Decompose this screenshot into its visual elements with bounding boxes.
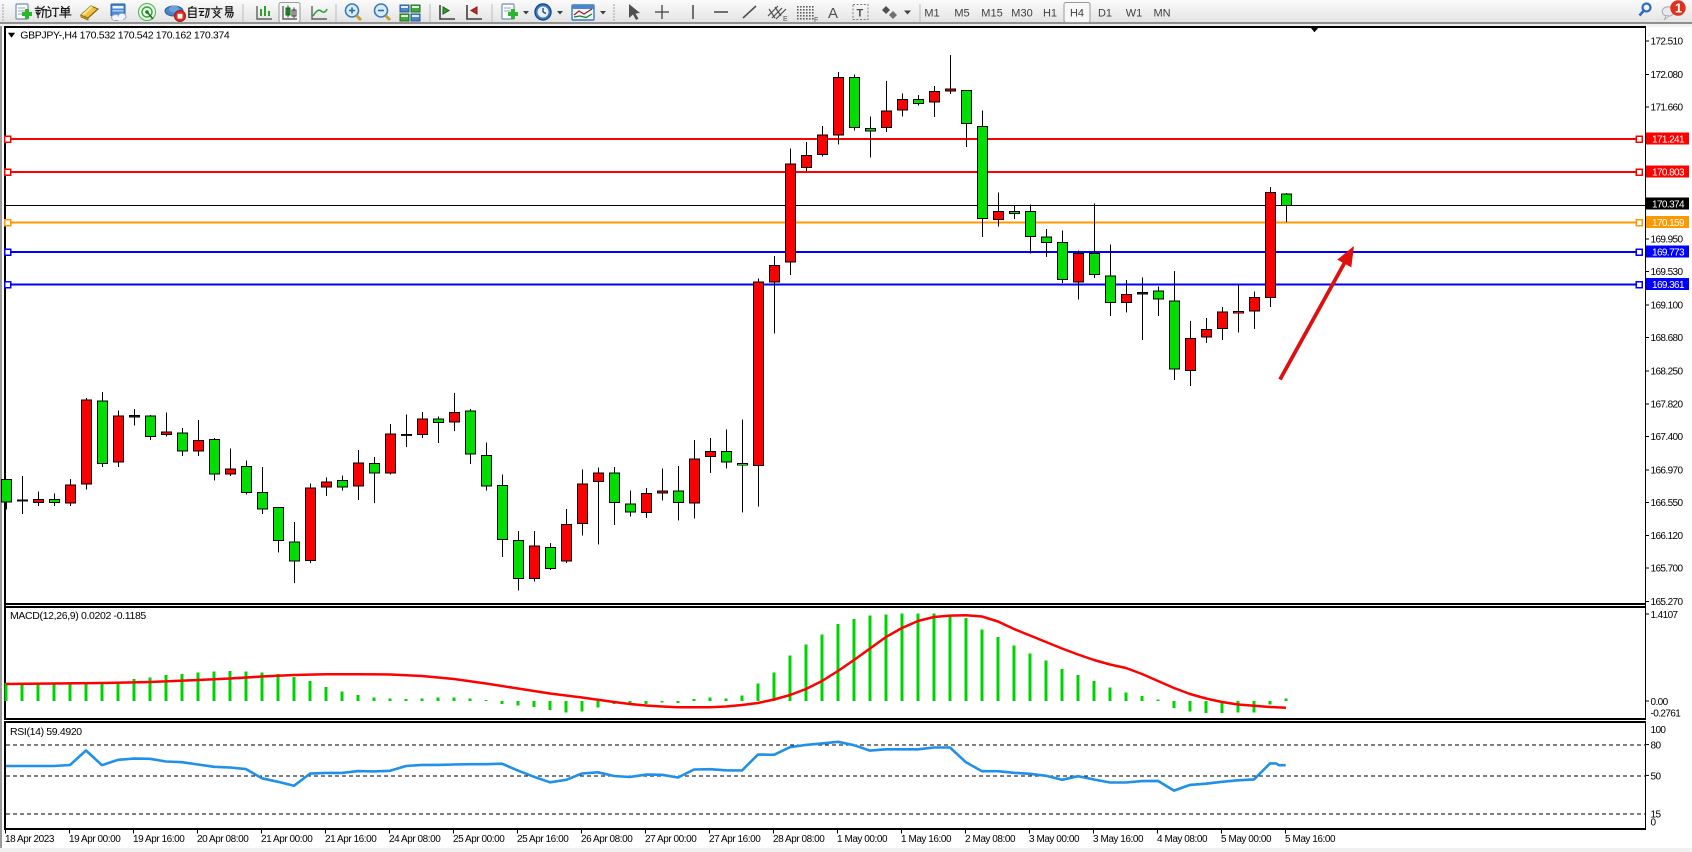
- svg-text:50: 50: [1651, 771, 1662, 782]
- svg-text:M5: M5: [954, 8, 969, 20]
- svg-text:27 Apr 00:00: 27 Apr 00:00: [645, 834, 697, 845]
- svg-text:5 May 00:00: 5 May 00:00: [1221, 834, 1272, 845]
- svg-text:172.080: 172.080: [1651, 70, 1684, 81]
- svg-text:26 Apr 08:00: 26 Apr 08:00: [581, 834, 633, 845]
- svg-text:15: 15: [1651, 809, 1662, 820]
- svg-text:168.250: 168.250: [1651, 366, 1684, 377]
- svg-text:W1: W1: [1126, 8, 1143, 20]
- svg-text:H1: H1: [1043, 8, 1057, 20]
- svg-text:168.680: 168.680: [1651, 333, 1684, 344]
- svg-text:169.361: 169.361: [1652, 280, 1685, 291]
- svg-text:169.530: 169.530: [1651, 267, 1684, 278]
- svg-text:21 Apr 00:00: 21 Apr 00:00: [261, 834, 313, 845]
- svg-text:T: T: [857, 8, 864, 20]
- svg-text:100: 100: [1651, 725, 1667, 736]
- svg-text:-0.2761: -0.2761: [1651, 709, 1682, 720]
- svg-text:18 Apr 2023: 18 Apr 2023: [5, 834, 55, 845]
- svg-text:166.970: 166.970: [1651, 465, 1684, 476]
- svg-text:80: 80: [1651, 741, 1662, 752]
- svg-text:M15: M15: [981, 8, 1002, 20]
- svg-text:171.241: 171.241: [1652, 135, 1685, 146]
- svg-text:0: 0: [1651, 818, 1657, 829]
- svg-text:27 Apr 16:00: 27 Apr 16:00: [709, 834, 761, 845]
- svg-text:166.550: 166.550: [1651, 498, 1684, 509]
- svg-text:4 May 08:00: 4 May 08:00: [1157, 834, 1208, 845]
- svg-text:170.803: 170.803: [1652, 168, 1685, 179]
- svg-text:1.4107: 1.4107: [1651, 610, 1679, 621]
- svg-text:MN: MN: [1153, 8, 1170, 20]
- svg-text:172.510: 172.510: [1651, 37, 1684, 48]
- svg-text:171.660: 171.660: [1651, 102, 1684, 113]
- svg-text:M1: M1: [924, 8, 939, 20]
- svg-text:1: 1: [1675, 1, 1682, 16]
- svg-text:H4: H4: [1070, 8, 1084, 20]
- svg-text:167.820: 167.820: [1651, 400, 1684, 411]
- svg-text:165.700: 165.700: [1651, 564, 1684, 575]
- svg-text:169.950: 169.950: [1651, 235, 1684, 246]
- svg-text:25 Apr 00:00: 25 Apr 00:00: [453, 834, 505, 845]
- svg-text:21 Apr 16:00: 21 Apr 16:00: [325, 834, 377, 845]
- svg-text:3 May 00:00: 3 May 00:00: [1029, 834, 1080, 845]
- svg-text:169.100: 169.100: [1651, 301, 1684, 312]
- svg-text:3 May 16:00: 3 May 16:00: [1093, 834, 1144, 845]
- svg-text:1 May 00:00: 1 May 00:00: [837, 834, 888, 845]
- svg-text:2 May 08:00: 2 May 08:00: [965, 834, 1016, 845]
- svg-text:1 May 16:00: 1 May 16:00: [901, 834, 952, 845]
- svg-text:170.374: 170.374: [1652, 200, 1685, 211]
- svg-text:24 Apr 08:00: 24 Apr 08:00: [389, 834, 441, 845]
- svg-text:19 Apr 16:00: 19 Apr 16:00: [133, 834, 185, 845]
- svg-text:169.773: 169.773: [1652, 248, 1685, 259]
- svg-text:19 Apr 00:00: 19 Apr 00:00: [69, 834, 121, 845]
- svg-text:M30: M30: [1011, 8, 1032, 20]
- svg-text:0.00: 0.00: [1651, 697, 1669, 708]
- svg-text:F: F: [814, 17, 818, 24]
- svg-text:A: A: [828, 5, 838, 22]
- svg-text:D1: D1: [1098, 8, 1112, 20]
- svg-text:MACD(12,26,9) 0.0202 -0.1185: MACD(12,26,9) 0.0202 -0.1185: [10, 610, 146, 622]
- svg-text:GBPJPY-,H4 170.532 170.542 17: GBPJPY-,H4 170.532 170.542 170.162 170.3…: [20, 30, 230, 42]
- svg-text:28 Apr 08:00: 28 Apr 08:00: [773, 834, 825, 845]
- svg-text:RSI(14) 59.4920: RSI(14) 59.4920: [10, 726, 82, 738]
- svg-text:166.120: 166.120: [1651, 531, 1684, 542]
- svg-text:167.400: 167.400: [1651, 432, 1684, 443]
- svg-text:E: E: [783, 16, 788, 23]
- svg-text:20 Apr 08:00: 20 Apr 08:00: [197, 834, 249, 845]
- svg-text:170.159: 170.159: [1652, 218, 1685, 229]
- svg-text:165.270: 165.270: [1651, 597, 1684, 608]
- svg-text:25 Apr 16:00: 25 Apr 16:00: [517, 834, 569, 845]
- svg-text:5 May 16:00: 5 May 16:00: [1285, 834, 1336, 845]
